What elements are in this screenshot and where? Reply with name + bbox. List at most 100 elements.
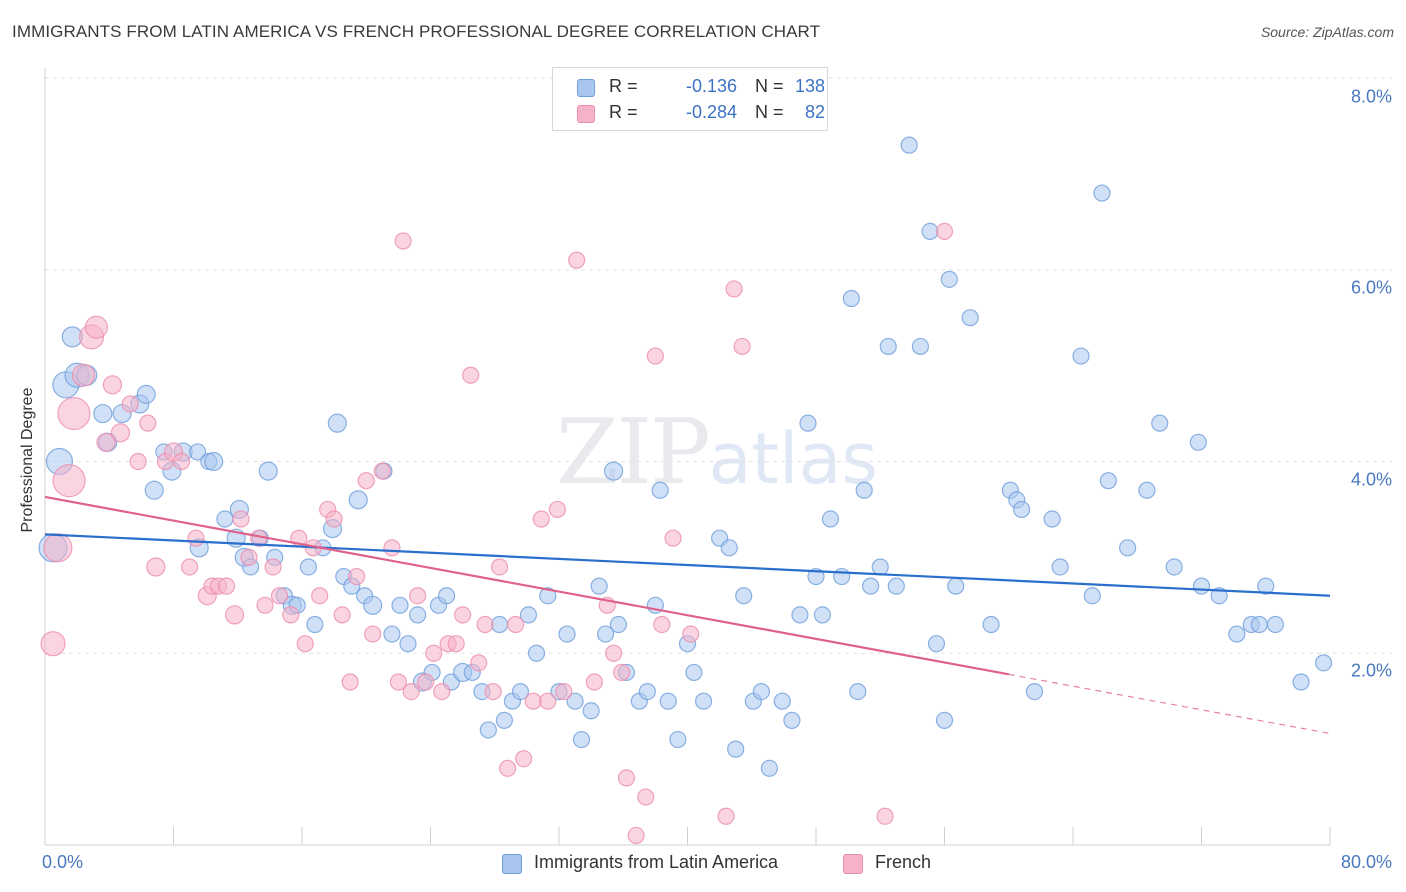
blue-point — [1025, 682, 1044, 701]
blue-point — [596, 625, 615, 643]
correlation-legend: R = -0.136 N = 138 R = -0.284 N = 82 — [552, 67, 828, 131]
pink-point — [499, 759, 517, 777]
pink-point — [348, 567, 366, 586]
blue-point — [879, 337, 897, 356]
pink-point — [187, 529, 205, 547]
pink-trend-extension — [1008, 673, 1331, 735]
r-label: R = — [609, 76, 638, 96]
pink-point — [282, 606, 300, 624]
pink-point — [96, 432, 116, 452]
blue-point — [490, 615, 509, 634]
pink-point — [433, 682, 451, 701]
blue-point — [572, 730, 591, 749]
blue-point — [383, 625, 401, 643]
blue-point — [940, 270, 958, 288]
blue-point — [136, 384, 156, 404]
legend-label: French — [875, 852, 932, 872]
blue-point — [327, 413, 347, 433]
blue-point — [833, 567, 851, 586]
pink-point — [876, 807, 894, 825]
legend-label: Immigrants from Latin America — [534, 852, 779, 872]
pink-point — [417, 673, 435, 691]
blue-point — [813, 606, 832, 624]
blue-point — [93, 403, 113, 424]
blue-point — [1192, 577, 1211, 595]
blue-point — [727, 740, 745, 758]
blue-point — [669, 730, 687, 749]
pink-point — [270, 587, 289, 605]
pink-point — [515, 750, 533, 768]
blue-point — [694, 692, 713, 710]
n-label: N = — [755, 76, 784, 96]
blue-point — [1119, 539, 1137, 557]
blue-point — [1043, 510, 1061, 528]
blue-point — [363, 595, 383, 615]
pink-point — [311, 587, 329, 605]
y-tick-label-6: 6.0% — [1350, 277, 1392, 298]
pink-point — [224, 605, 245, 625]
blue-point — [1051, 558, 1069, 576]
pink-point — [256, 596, 274, 614]
blue-point — [935, 711, 954, 729]
pink-point — [146, 557, 166, 577]
pink-point — [296, 635, 314, 653]
pink-point — [357, 472, 375, 490]
blue-point — [735, 587, 753, 605]
blue-point — [651, 481, 669, 499]
blue-point — [566, 692, 584, 710]
blue-point — [1072, 347, 1090, 365]
pink-point — [84, 315, 109, 339]
pink-point — [383, 539, 401, 557]
watermark-zip: ZIP — [556, 400, 711, 505]
blue-point — [720, 539, 738, 557]
chart-title: IMMIGRANTS FROM LATIN AMERICA VS FRENCH … — [12, 22, 821, 41]
blue-point — [659, 692, 677, 710]
y-tick-label-8: 8.0% — [1350, 86, 1392, 107]
blue-point — [900, 136, 918, 154]
blue-point — [1266, 615, 1284, 634]
blue-point — [1189, 433, 1207, 451]
blue-point — [927, 635, 946, 653]
blue-point — [409, 606, 427, 624]
pink-point — [733, 337, 751, 356]
blue-point — [821, 510, 840, 528]
blue-point — [760, 759, 779, 777]
pink-point — [180, 558, 199, 576]
blue-point — [982, 615, 1000, 634]
pink-point — [172, 452, 191, 471]
pink-point — [664, 529, 682, 547]
blue-point — [1314, 654, 1333, 672]
blue-point — [855, 481, 873, 499]
blue-point — [216, 510, 234, 528]
blue-point — [1250, 615, 1268, 634]
blue-point — [511, 682, 530, 701]
pink-point — [102, 375, 123, 395]
x-tick-label-min: 0.0% — [42, 852, 84, 872]
blue-point — [752, 682, 770, 701]
legend-swatch-blue — [577, 79, 595, 97]
pink-point — [333, 606, 351, 624]
n-value: 82 — [804, 102, 825, 122]
pink-point — [373, 462, 391, 480]
pink-point — [476, 615, 494, 634]
blue-point — [144, 480, 164, 500]
pink-point — [682, 625, 700, 643]
pink-point — [43, 533, 73, 563]
pink-point — [637, 788, 655, 806]
source-label: Source: ZipAtlas.com — [1260, 24, 1394, 40]
blue-point — [947, 577, 965, 595]
pink-point — [425, 644, 443, 662]
pink-point — [409, 587, 427, 605]
legend-swatch-blue — [502, 854, 522, 874]
pink-point — [121, 395, 139, 413]
blue-point — [306, 615, 324, 634]
blue-trend-line — [44, 533, 1331, 597]
y-axis-label: Professional Degree — [19, 387, 36, 533]
blue-point — [1228, 625, 1246, 643]
pink-point — [484, 682, 502, 701]
watermark-atlas: atlas — [708, 418, 878, 500]
legend-swatch-pink — [843, 854, 863, 874]
pink-point — [605, 644, 623, 662]
blue-point — [849, 682, 867, 701]
